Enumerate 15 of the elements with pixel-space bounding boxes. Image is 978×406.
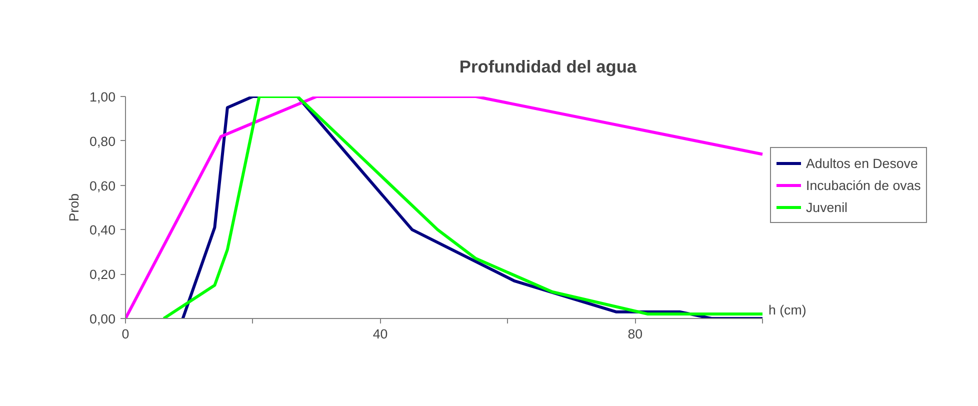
x-tick-label: 40	[372, 326, 388, 342]
y-tick-label: 0,20	[90, 267, 116, 282]
x-axis-title: h (cm)	[768, 302, 806, 318]
chart-title: Profundidad del agua	[459, 56, 637, 76]
y-tick-label: 0,80	[90, 134, 116, 149]
y-axis-title: Prob	[66, 193, 82, 222]
y-tick-label: 0,40	[90, 222, 116, 238]
legend-label: Juvenil	[806, 200, 848, 214]
legend-label: Incubación de ovas	[806, 178, 921, 192]
legend-label: Adultos en Desove	[806, 156, 918, 170]
y-tick-label: 0,60	[90, 178, 116, 194]
y-tick-label: 1,00	[90, 90, 116, 104]
x-tick-label: 80	[628, 326, 643, 342]
y-tick-label: 0,00	[90, 312, 116, 326]
x-tick-label: 0	[122, 326, 130, 342]
